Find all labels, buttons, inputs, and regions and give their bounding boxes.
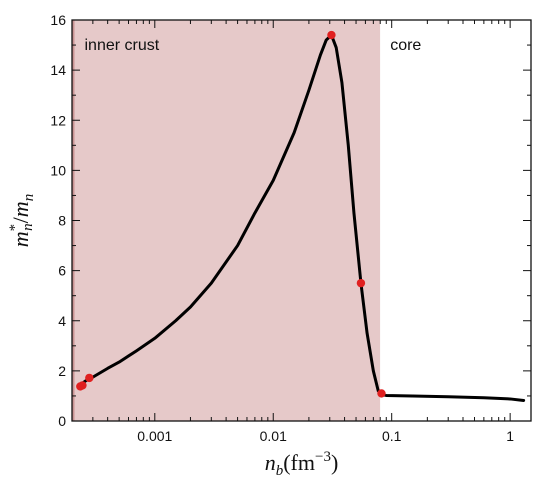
y-title-num-sub: n xyxy=(20,223,36,231)
marker-point xyxy=(377,389,386,398)
y-tick-label: 10 xyxy=(50,162,66,178)
x-tick-label: 0.001 xyxy=(137,428,172,444)
marker-point xyxy=(327,30,336,40)
region-inner-crust xyxy=(74,20,381,421)
y-title-num: m xyxy=(8,231,33,247)
x-tick-label: 0.01 xyxy=(260,428,287,444)
marker-point xyxy=(85,373,94,383)
region-label-core: core xyxy=(390,37,421,54)
y-tick-label: 8 xyxy=(58,213,66,229)
region-labels: inner crust core xyxy=(85,37,422,54)
y-title-slash: / xyxy=(8,216,33,223)
x-tick-label: 0.1 xyxy=(382,428,402,444)
region-label-inner-crust: inner crust xyxy=(85,37,160,54)
y-tick-label: 2 xyxy=(58,363,66,379)
region-core xyxy=(380,20,531,421)
marker-point xyxy=(78,381,87,390)
y-title-num-sup: * xyxy=(7,224,23,232)
x-title-base: n xyxy=(265,450,276,475)
y-tick-label: 4 xyxy=(58,313,66,329)
marker-point xyxy=(356,278,366,288)
x-title-close: ) xyxy=(331,450,338,475)
regions xyxy=(72,20,531,421)
y-tick-label: 6 xyxy=(58,263,66,279)
x-tick-label: 1 xyxy=(506,428,514,444)
x-title-sub: b xyxy=(276,463,284,479)
x-title-unit: (fm xyxy=(283,450,315,475)
markers-layer xyxy=(76,30,386,398)
y-tick-label: 16 xyxy=(50,12,66,28)
y-axis-title: m*n/mn xyxy=(7,194,37,247)
y-title-den: m xyxy=(8,201,33,217)
x-title-sup: −3 xyxy=(315,449,331,465)
x-axis-title: nb(fm−3) xyxy=(265,449,339,479)
y-tick-label: 12 xyxy=(50,112,66,128)
y-tick-label: 14 xyxy=(50,62,66,78)
y-title-den-sub: n xyxy=(21,194,37,202)
y-tick-label: 0 xyxy=(58,413,66,429)
